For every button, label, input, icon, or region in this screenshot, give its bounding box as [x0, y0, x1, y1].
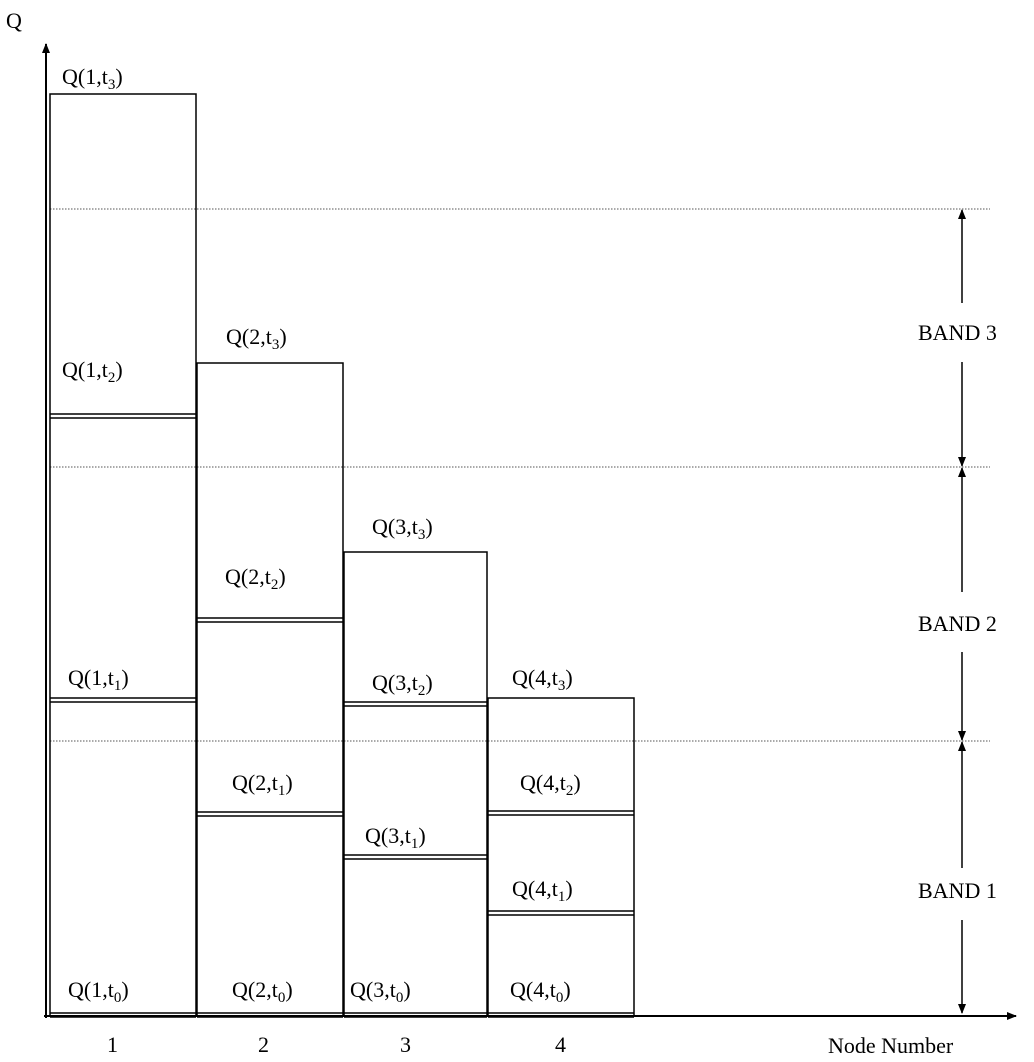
level-label-suffix: )	[418, 823, 425, 848]
level-label-prefix: Q(3,t	[372, 514, 418, 539]
level-label: Q(4,t2)	[520, 770, 581, 799]
level-label-subscript: 1	[278, 783, 286, 799]
level-label-prefix: Q(4,t	[512, 876, 558, 901]
level-label-subscript: 3	[108, 77, 116, 93]
level-label-subscript: 3	[558, 678, 566, 694]
level-label-suffix: )	[403, 977, 410, 1002]
band-annotations: BAND 3 BAND 2 BAND 1	[918, 209, 997, 1014]
level-label: Q(3,t2)	[372, 670, 433, 699]
level-labels: Q(1,t0)Q(1,t1)Q(1,t2)Q(1,t3)Q(2,t0)Q(2,t…	[62, 64, 581, 1006]
x-tick-labels: 1 2 3 4	[107, 1032, 566, 1057]
level-label-subscript: 2	[418, 683, 426, 699]
level-label: Q(2,t3)	[226, 324, 287, 353]
level-label-suffix: )	[425, 670, 432, 695]
y-axis-label: Q	[6, 8, 22, 33]
level-label: Q(3,t0)	[350, 977, 411, 1006]
level-label: Q(2,t2)	[225, 564, 286, 593]
level-label: Q(3,t3)	[372, 514, 433, 543]
level-label-subscript: 2	[566, 783, 574, 799]
x-tick-label: 3	[400, 1032, 411, 1057]
level-label-subscript: 0	[278, 990, 286, 1006]
level-label-prefix: Q(2,t	[232, 770, 278, 795]
level-label: Q(4,t1)	[512, 876, 573, 905]
level-label-prefix: Q(3,t	[350, 977, 396, 1002]
node-bar	[49, 93, 197, 1017]
level-label: Q(2,t1)	[232, 770, 293, 799]
level-label-prefix: Q(2,t	[225, 564, 271, 589]
level-label-prefix: Q(1,t	[62, 64, 108, 89]
level-label-suffix: )	[285, 770, 292, 795]
node-bar	[487, 697, 635, 1017]
level-label-subscript: 1	[558, 889, 566, 905]
x-tick-label: 2	[258, 1032, 269, 1057]
level-label-prefix: Q(1,t	[68, 665, 114, 690]
level-label-prefix: Q(4,t	[512, 665, 558, 690]
level-label-prefix: Q(4,t	[510, 977, 556, 1002]
band1-label: BAND 1	[918, 878, 997, 903]
level-label: Q(1,t3)	[62, 64, 123, 93]
level-label-prefix: Q(2,t	[226, 324, 272, 349]
level-label-prefix: Q(2,t	[232, 977, 278, 1002]
band-boundaries	[50, 208, 990, 742]
level-label: Q(3,t1)	[365, 823, 426, 852]
x-axis-label: Node Number	[828, 1033, 954, 1058]
level-label-prefix: Q(1,t	[68, 977, 114, 1002]
level-label-suffix: )	[285, 977, 292, 1002]
level-label-suffix: )	[279, 324, 286, 349]
node-bar	[343, 551, 488, 1017]
level-label-prefix: Q(1,t	[62, 357, 108, 382]
level-label-suffix: )	[115, 64, 122, 89]
level-label: Q(1,t1)	[68, 665, 129, 694]
level-label: Q(4,t3)	[512, 665, 573, 694]
level-label-suffix: )	[573, 770, 580, 795]
node-bar	[196, 362, 344, 1017]
level-label-subscript: 2	[108, 370, 116, 386]
level-label-subscript: 2	[271, 577, 279, 593]
level-label-subscript: 3	[418, 527, 426, 543]
level-label-subscript: 1	[114, 678, 122, 694]
x-tick-label: 4	[555, 1032, 566, 1057]
level-label-suffix: )	[563, 977, 570, 1002]
level-label-suffix: )	[425, 514, 432, 539]
level-label-suffix: )	[115, 357, 122, 382]
level-label: Q(2,t0)	[232, 977, 293, 1006]
level-label: Q(1,t2)	[62, 357, 123, 386]
x-tick-label: 1	[107, 1032, 118, 1057]
level-label: Q(1,t0)	[68, 977, 129, 1006]
level-label-suffix: )	[565, 876, 572, 901]
level-label-subscript: 0	[114, 990, 122, 1006]
level-label-suffix: )	[278, 564, 285, 589]
band3-label: BAND 3	[918, 320, 997, 345]
level-label-suffix: )	[565, 665, 572, 690]
level-label-subscript: 0	[396, 990, 404, 1006]
level-label-subscript: 0	[556, 990, 564, 1006]
level-label: Q(4,t0)	[510, 977, 571, 1006]
level-label-subscript: 1	[411, 836, 419, 852]
level-label-prefix: Q(3,t	[365, 823, 411, 848]
level-label-suffix: )	[121, 665, 128, 690]
level-label-suffix: )	[121, 977, 128, 1002]
level-label-prefix: Q(3,t	[372, 670, 418, 695]
band2-label: BAND 2	[918, 611, 997, 636]
level-label-prefix: Q(4,t	[520, 770, 566, 795]
level-label-subscript: 3	[272, 337, 280, 353]
